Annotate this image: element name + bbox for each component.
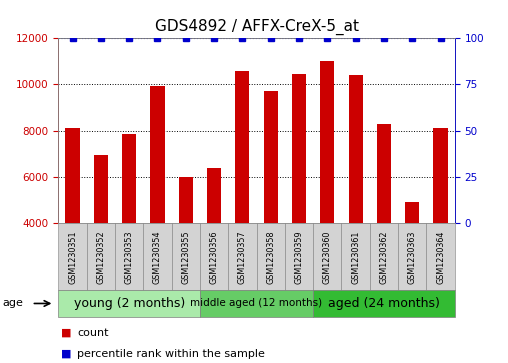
- Bar: [179, 177, 193, 223]
- Bar: [264, 91, 278, 223]
- Text: GSM1230360: GSM1230360: [323, 230, 332, 284]
- Text: ■: ■: [61, 328, 72, 338]
- Text: aged (24 months): aged (24 months): [328, 297, 440, 310]
- Text: GSM1230354: GSM1230354: [153, 230, 162, 284]
- Text: GSM1230361: GSM1230361: [351, 230, 360, 284]
- Text: percentile rank within the sample: percentile rank within the sample: [77, 349, 265, 359]
- Text: young (2 months): young (2 months): [74, 297, 185, 310]
- Text: GSM1230362: GSM1230362: [379, 230, 389, 284]
- Bar: [320, 61, 334, 223]
- Text: GSM1230357: GSM1230357: [238, 230, 247, 284]
- Text: GSM1230358: GSM1230358: [266, 230, 275, 284]
- Bar: [292, 74, 306, 223]
- Bar: [66, 129, 80, 223]
- Bar: [405, 203, 419, 223]
- Bar: [122, 134, 136, 223]
- Text: GSM1230356: GSM1230356: [210, 230, 218, 284]
- Bar: [207, 168, 221, 223]
- Text: GSM1230353: GSM1230353: [124, 230, 134, 284]
- Text: middle aged (12 months): middle aged (12 months): [190, 298, 323, 309]
- Bar: [348, 75, 363, 223]
- Text: GSM1230355: GSM1230355: [181, 230, 190, 284]
- Bar: [94, 155, 108, 223]
- Bar: [433, 129, 448, 223]
- Text: GSM1230351: GSM1230351: [68, 230, 77, 284]
- Text: GSM1230352: GSM1230352: [97, 230, 105, 284]
- Bar: [235, 70, 249, 223]
- Text: age: age: [3, 298, 23, 309]
- Title: GDS4892 / AFFX-CreX-5_at: GDS4892 / AFFX-CreX-5_at: [154, 19, 359, 35]
- Bar: [377, 124, 391, 223]
- Text: ■: ■: [61, 349, 72, 359]
- Text: GSM1230363: GSM1230363: [408, 230, 417, 284]
- Bar: [150, 86, 165, 223]
- Text: count: count: [77, 328, 109, 338]
- Text: GSM1230359: GSM1230359: [295, 230, 303, 284]
- Text: GSM1230364: GSM1230364: [436, 230, 445, 284]
